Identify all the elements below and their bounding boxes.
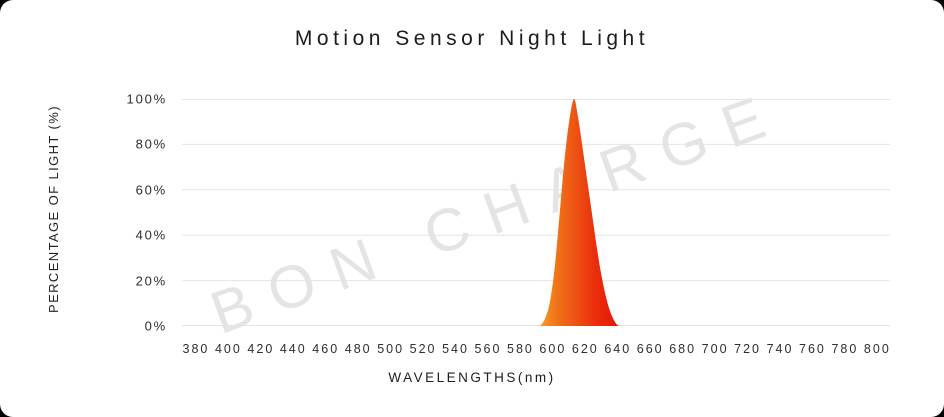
x-tick-labels: 380 400 420 440 460 480 500 520 540 560 580 600 620 6… bbox=[182, 342, 890, 358]
x-tick-label: 400 bbox=[214, 342, 242, 356]
x-tick-label: 660 bbox=[636, 342, 664, 356]
x-tick-label: 540 bbox=[442, 342, 469, 356]
x-tick-label: 740 bbox=[766, 342, 794, 356]
spectrum-peak bbox=[539, 98, 620, 327]
y-axis-title: PERCENTAGE OF LIGHT (%) bbox=[46, 105, 61, 313]
x-tick-label: 560 bbox=[474, 342, 502, 356]
x-tick-label: 620 bbox=[571, 342, 599, 356]
x-tick-label: 380 bbox=[182, 342, 210, 356]
x-tick-label: 600 bbox=[539, 342, 567, 356]
x-axis-title: WAVELENGTHS(nm) bbox=[388, 370, 556, 385]
x-tick-label: 460 bbox=[312, 342, 340, 356]
y-tick-label: 40% bbox=[135, 227, 167, 243]
x-tick-label: 580 bbox=[506, 342, 534, 356]
x-tick-label: 780 bbox=[831, 342, 859, 356]
y-tick-label: 20% bbox=[135, 273, 167, 289]
x-tick-label: 440 bbox=[279, 342, 307, 356]
gridlines bbox=[182, 99, 890, 326]
x-tick-label: 760 bbox=[799, 342, 826, 356]
plot-area: BON CHARGE bbox=[182, 77, 890, 347]
x-tick-label: 720 bbox=[734, 342, 761, 356]
y-tick-label: 100% bbox=[126, 91, 167, 107]
x-tick-label: 420 bbox=[247, 342, 275, 356]
chart-title: Motion Sensor Night Light bbox=[294, 27, 650, 50]
y-tick-labels: 100% 80% 60% 40% 20% 0% bbox=[96, 92, 167, 334]
x-tick-label: 640 bbox=[604, 342, 632, 356]
x-tick-label: 520 bbox=[409, 342, 437, 356]
x-tick-label: 480 bbox=[344, 342, 372, 356]
x-tick-label: 500 bbox=[377, 342, 405, 356]
x-tick-label: 800 bbox=[863, 342, 891, 356]
y-tick-label: 60% bbox=[135, 182, 167, 198]
x-tick-label: 680 bbox=[669, 342, 697, 356]
y-tick-label: 0% bbox=[144, 318, 167, 334]
y-tick-label: 80% bbox=[135, 136, 167, 152]
x-tick-label: 700 bbox=[701, 342, 729, 356]
spectrum-series bbox=[539, 98, 620, 327]
